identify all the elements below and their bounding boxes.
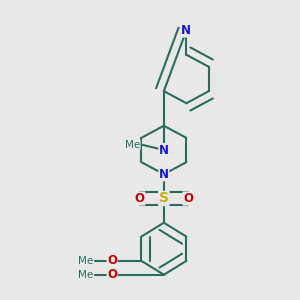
Text: O: O: [107, 254, 117, 267]
Text: O: O: [135, 192, 145, 205]
Text: N: N: [182, 24, 191, 37]
Text: N: N: [159, 168, 169, 181]
Text: Me: Me: [78, 256, 93, 266]
Text: S: S: [159, 191, 169, 206]
Text: Me: Me: [78, 270, 93, 280]
Text: N: N: [159, 143, 169, 157]
Text: O: O: [107, 268, 117, 281]
Text: Me: Me: [125, 140, 141, 150]
Text: O: O: [183, 192, 193, 205]
